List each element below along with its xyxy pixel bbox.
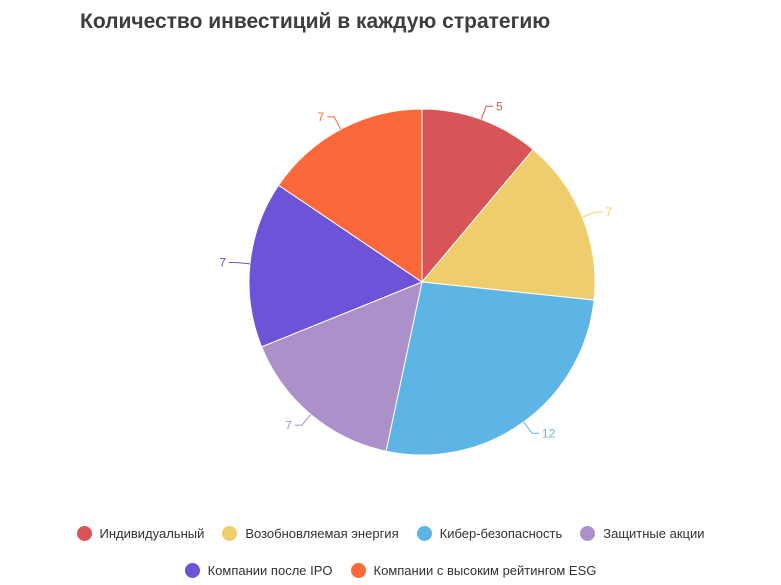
data-label-leader-5 <box>229 261 250 265</box>
legend-marker <box>184 563 200 578</box>
legend-label: Кибер-безопасность <box>439 526 563 541</box>
legend-item-6[interactable]: Компании с высоким рейтингом ESG <box>350 563 597 578</box>
data-label-6: 7 <box>318 110 325 124</box>
legend-label: Компании с высоким рейтингом ESG <box>373 563 597 578</box>
legend-marker <box>416 526 432 541</box>
pie-slice-3[interactable] <box>385 281 595 456</box>
pie-slice-5[interactable] <box>248 184 424 348</box>
data-label-2: 7 <box>605 205 612 219</box>
legend-label: Возобновляемая энергия <box>245 526 399 541</box>
data-label-leader-2 <box>582 211 603 218</box>
data-label-leader-4 <box>294 414 312 426</box>
pie-slice-6[interactable] <box>277 108 423 283</box>
data-labels: 5 7 12 7 7 7 <box>219 99 612 440</box>
legend-label: Индивидуальный <box>99 526 205 541</box>
pie-slices <box>248 108 596 456</box>
data-label-leader-1 <box>480 105 493 120</box>
legend-item-2[interactable]: Возобновляемая энергия <box>222 526 399 541</box>
data-label-4: 7 <box>285 418 292 432</box>
data-label-5: 7 <box>219 255 226 269</box>
legend-row-1: Индивидуальный Возобновляемая энергия Кибе… <box>0 526 781 541</box>
legend-marker <box>350 563 366 578</box>
legend-item-3[interactable]: Кибер-безопасность <box>416 526 563 541</box>
data-label-leader-3 <box>523 421 539 434</box>
legend-label: Компании после IPO <box>207 563 333 578</box>
legend-marker <box>76 526 92 541</box>
data-label-leader-6 <box>327 116 342 130</box>
data-label-leaders <box>229 105 603 434</box>
data-label-1: 5 <box>496 99 503 113</box>
legend-item-5[interactable]: Компании после IPO <box>184 563 333 578</box>
data-label-3: 12 <box>542 426 556 440</box>
legend-marker <box>580 526 596 541</box>
legend-marker <box>222 526 238 541</box>
pie-slice-2[interactable] <box>421 148 596 301</box>
legend-label: Защитные акции <box>603 526 705 541</box>
legend-item-1[interactable]: Индивидуальный <box>76 526 205 541</box>
chart-title: Количество инвестиций в каждую стратегию <box>80 10 551 33</box>
legend-row-2: Компании после IPO Компании с высоким рей… <box>0 563 781 578</box>
legend-item-4[interactable]: Защитные акции <box>580 526 705 541</box>
